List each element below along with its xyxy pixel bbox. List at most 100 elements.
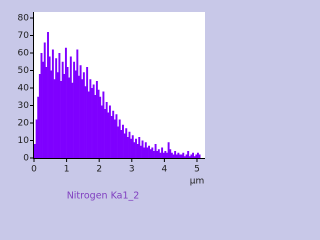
- bar: [97, 89, 100, 158]
- bar: [123, 133, 126, 158]
- bar: [100, 105, 103, 158]
- bar: [190, 154, 193, 158]
- bar: [166, 152, 168, 158]
- bar: [136, 144, 139, 158]
- bar: [48, 56, 51, 158]
- bar: [126, 137, 129, 158]
- bar: [60, 81, 63, 158]
- bar: [193, 156, 196, 158]
- bar: [151, 147, 154, 158]
- bar: [162, 152, 165, 158]
- x-tick-label: 2: [96, 165, 102, 175]
- bar: [130, 138, 133, 158]
- bar: [45, 67, 48, 158]
- bar: [149, 149, 152, 158]
- bar: [131, 135, 134, 158]
- bar: [76, 49, 79, 158]
- bar: [180, 154, 183, 158]
- bar: [82, 72, 85, 158]
- bar: [198, 154, 201, 158]
- y-tick-label: 60: [18, 49, 30, 59]
- y-tick-label: 80: [18, 14, 30, 24]
- bar: [51, 49, 54, 158]
- bar: [175, 154, 178, 158]
- y-tick-label: 10: [18, 136, 30, 146]
- bar: [86, 67, 89, 158]
- bar: [40, 53, 43, 158]
- x-tick-label: 1: [64, 165, 70, 175]
- bar: [188, 156, 191, 158]
- bar: [172, 154, 175, 158]
- bar: [139, 145, 142, 158]
- bar: [135, 138, 137, 158]
- bar: [74, 70, 77, 158]
- bar: [105, 102, 108, 158]
- bar: [81, 79, 84, 158]
- bar: [53, 79, 56, 158]
- bar: [120, 130, 123, 158]
- bar: [112, 110, 115, 158]
- bar: [192, 152, 195, 158]
- bar: [73, 61, 76, 158]
- bar: [167, 142, 170, 158]
- bar: [91, 88, 93, 158]
- bar: [143, 147, 146, 158]
- bar: [183, 156, 186, 158]
- bar: [35, 119, 38, 158]
- bar: [159, 152, 162, 158]
- bar: [154, 144, 157, 158]
- bar: [128, 131, 131, 158]
- y-tick-label: 50: [18, 66, 30, 76]
- bar: [148, 145, 151, 158]
- bar: [177, 152, 180, 158]
- bar: [170, 152, 173, 158]
- bar: [94, 95, 97, 158]
- bar: [152, 151, 155, 158]
- bar: [68, 77, 71, 158]
- bar: [102, 91, 105, 158]
- bar: [58, 53, 61, 158]
- bar: [47, 32, 49, 158]
- bar: [110, 116, 113, 158]
- chart: µm Nitrogen Ka1_2 0 10 20 30 40 50 60 70 80 0 1 2 3 4…: [18, 12, 205, 202]
- bar: [78, 75, 80, 158]
- bar: [125, 128, 128, 158]
- bar: [89, 79, 92, 158]
- x-tick-label: 0: [31, 165, 37, 175]
- bar: [117, 126, 120, 158]
- bar: [108, 105, 111, 158]
- chart-title: Nitrogen Ka1_2: [67, 191, 140, 202]
- bar: [63, 74, 66, 158]
- bar: [156, 151, 159, 158]
- y-tick-label: 30: [18, 101, 30, 111]
- x-tick-label: 4: [162, 165, 168, 175]
- bar: [144, 142, 147, 158]
- bar: [161, 147, 164, 158]
- bar: [157, 149, 160, 158]
- bar: [92, 84, 95, 158]
- bar: [104, 109, 107, 158]
- bar: [95, 81, 98, 158]
- bar: [122, 124, 124, 158]
- bar: [141, 140, 144, 158]
- bar: [195, 154, 198, 158]
- bar: [182, 152, 185, 158]
- bar: [107, 112, 110, 158]
- bar: [69, 56, 72, 158]
- bar: [99, 96, 102, 158]
- x-tick-label: 5: [194, 165, 200, 175]
- bar: [56, 72, 59, 158]
- y-tick-label: 0: [23, 154, 29, 164]
- y-tick-label: 70: [18, 31, 30, 41]
- bar: [55, 58, 58, 158]
- bar: [133, 142, 136, 158]
- bar: [50, 70, 53, 158]
- bar: [87, 91, 90, 158]
- bar: [118, 119, 121, 158]
- bar: [43, 42, 46, 158]
- bar: [42, 61, 45, 158]
- y-tick-label: 20: [18, 119, 30, 129]
- bar: [187, 151, 190, 158]
- bar: [138, 137, 141, 158]
- bar: [196, 152, 199, 158]
